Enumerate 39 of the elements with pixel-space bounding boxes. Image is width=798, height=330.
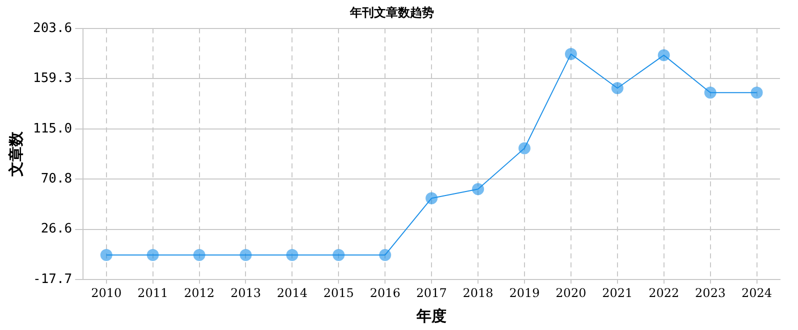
point xyxy=(564,48,577,60)
x-tick-label: 2019 xyxy=(509,286,540,300)
x-tick-label: 2016 xyxy=(370,286,400,300)
y-axis-title: 文章数 xyxy=(6,130,25,178)
point xyxy=(286,248,298,261)
y-tick-label: 26.6 xyxy=(40,222,72,237)
point xyxy=(193,248,206,261)
point xyxy=(611,82,624,94)
x-tick-label: 2013 xyxy=(230,286,262,300)
point xyxy=(100,248,112,261)
y-tick-label: 70.8 xyxy=(40,172,72,187)
x-tick-label: 2021 xyxy=(602,286,633,300)
x-tick-label: 2023 xyxy=(695,286,726,300)
point xyxy=(332,248,345,261)
point xyxy=(426,192,438,204)
x-tick-label: 2018 xyxy=(462,286,494,300)
x-tick-label: 2010 xyxy=(91,286,122,300)
point xyxy=(146,248,159,261)
x-tick-label: 2020 xyxy=(556,286,586,300)
y-tick-label: -17.7 xyxy=(32,272,72,287)
x-tick-label: 2017 xyxy=(416,286,447,300)
point xyxy=(518,142,530,154)
x-tick-label: 2024 xyxy=(742,286,772,300)
point xyxy=(658,49,670,62)
x-tick-label: 2011 xyxy=(138,286,168,300)
x-axis-title: 年度 xyxy=(416,306,447,325)
point xyxy=(472,183,484,196)
x-tick-label: 2014 xyxy=(276,286,308,300)
point xyxy=(704,86,716,99)
point xyxy=(750,86,763,99)
y-tick-label: 115.0 xyxy=(32,121,72,136)
y-tick-label: 159.3 xyxy=(32,71,72,86)
x-tick-label: 2012 xyxy=(184,286,215,300)
point xyxy=(240,248,252,261)
x-tick-label: 2015 xyxy=(323,286,354,300)
point xyxy=(379,248,392,261)
y-tick-label: 203.6 xyxy=(32,20,72,36)
x-tick-label: 2022 xyxy=(648,286,680,300)
chart-title: 年刊文章数趋势 xyxy=(349,5,434,20)
